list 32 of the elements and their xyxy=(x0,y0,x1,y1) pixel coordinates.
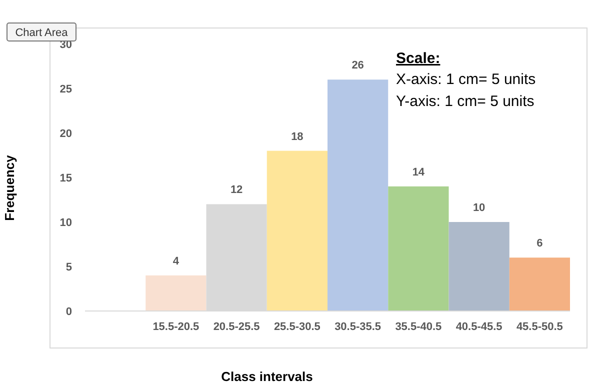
bar xyxy=(146,275,206,311)
bar xyxy=(388,186,449,311)
y-tick-label: 10 xyxy=(60,217,72,229)
x-tick-label: 25.5-30.5 xyxy=(274,321,320,333)
annotation: Y-axis: 1 cm= 5 units xyxy=(396,93,534,110)
data-label: 18 xyxy=(291,130,304,143)
data-label: 4 xyxy=(172,255,180,268)
y-tick-label: 25 xyxy=(60,84,72,96)
x-tick-label: 30.5-35.5 xyxy=(334,321,382,333)
data-label: 26 xyxy=(352,60,364,72)
y-tick-label: 0 xyxy=(66,306,72,318)
bar xyxy=(266,150,328,311)
annotation: Scale: xyxy=(396,50,440,67)
y-tick-label: 5 xyxy=(66,262,72,274)
x-tick-label: 40.5-45.5 xyxy=(456,321,502,333)
annotation: X-axis: 1 cm= 5 units xyxy=(396,71,536,88)
y-axis-title: Frequency xyxy=(2,154,17,221)
x-tick-label: 15.5-20.5 xyxy=(152,321,200,333)
x-tick-label: 35.5-40.5 xyxy=(395,321,442,333)
y-tick-label: 15 xyxy=(60,172,72,184)
x-tick-label: 45.5-50.5 xyxy=(516,321,563,333)
x-axis-title: Class intervals xyxy=(221,369,313,384)
bar xyxy=(328,80,388,311)
data-label: 14 xyxy=(412,166,426,178)
x-tick-label: 20.5-25.5 xyxy=(213,321,260,333)
data-label: 10 xyxy=(472,202,486,214)
bar xyxy=(448,222,510,311)
data-label: 12 xyxy=(230,184,243,196)
data-label: 6 xyxy=(536,238,543,250)
bar xyxy=(509,258,570,311)
text: Chart Area xyxy=(15,27,69,39)
y-tick-label: 20 xyxy=(60,128,72,140)
